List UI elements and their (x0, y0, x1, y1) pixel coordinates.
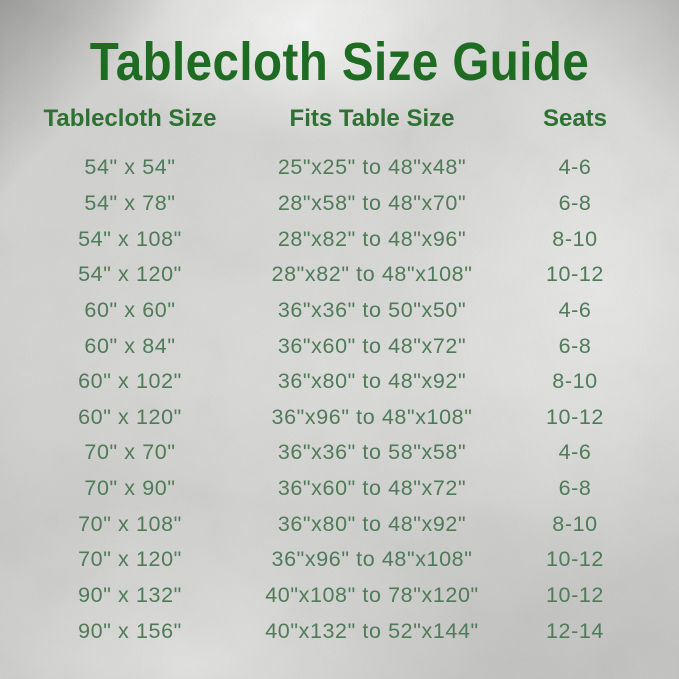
fits-table-size-cell: 28"x82" to 48"x108" (271, 262, 473, 287)
table-row: 60" x 120" 36"x96" to 48"x108" 10-12 (15, 399, 651, 435)
tablecloth-size-cell: 90" x 156" (78, 618, 182, 643)
column-header-fits-table-size: Fits Table Size (289, 105, 455, 132)
fits-table-size-cell: 28"x82" to 48"x96" (277, 226, 467, 251)
table-body: 54" x 54" 25"x25" to 48"x48" 4-6 54" x 7… (15, 150, 651, 649)
tablecloth-size-cell: 60" x 84" (84, 333, 176, 358)
tablecloth-size-cell: 70" x 108" (78, 511, 182, 536)
fits-table-size-cell: 36"x60" to 48"x72" (277, 476, 467, 501)
tablecloth-size-cell: 54" x 54" (84, 155, 176, 180)
seats-cell: 10-12 (546, 583, 604, 607)
table-row: 70" x 70" 36"x36" to 58"x58" 4-6 (15, 435, 651, 471)
fits-table-size-cell: 36"x36" to 50"x50" (277, 297, 467, 322)
column-header-tablecloth-size: Tablecloth Size (43, 105, 217, 132)
tablecloth-size-cell: 54" x 78" (84, 190, 176, 215)
seats-cell: 4-6 (558, 440, 592, 465)
table-row: 70" x 120" 36"x96" to 48"x108" 10-12 (15, 542, 651, 578)
table-row: 70" x 108" 36"x80" to 48"x92" 8-10 (15, 506, 651, 542)
seats-cell: 8-10 (552, 226, 598, 251)
fits-table-size-cell: 36"x36" to 58"x58" (277, 440, 467, 465)
seats-cell: 6-8 (558, 190, 592, 215)
tablecloth-size-cell: 60" x 60" (84, 297, 176, 322)
tablecloth-size-cell: 70" x 90" (84, 476, 176, 501)
seats-cell: 8-10 (552, 369, 598, 394)
seats-cell: 10-12 (546, 404, 604, 429)
seats-cell: 6-8 (558, 476, 592, 501)
table-row: 54" x 54" 25"x25" to 48"x48" 4-6 (15, 150, 651, 186)
seats-cell: 12-14 (546, 618, 604, 643)
fits-table-size-cell: 40"x132" to 52"x144" (265, 618, 479, 643)
fits-table-size-cell: 28"x58" to 48"x70" (277, 190, 467, 215)
tablecloth-size-cell: 60" x 120" (78, 404, 182, 429)
tablecloth-size-cell: 90" x 132" (78, 583, 182, 607)
table-row: 60" x 102" 36"x80" to 48"x92" 8-10 (15, 364, 651, 400)
seats-cell: 10-12 (546, 262, 604, 287)
table-row: 60" x 60" 36"x36" to 50"x50" 4-6 (15, 293, 651, 329)
fits-table-size-cell: 36"x80" to 48"x92" (277, 511, 467, 536)
fits-table-size-cell: 36"x96" to 48"x108" (271, 547, 473, 572)
page-title: Tablecloth Size Guide (89, 32, 590, 92)
fits-table-size-cell: 25"x25" to 48"x48" (277, 155, 467, 180)
table-row: 70" x 90" 36"x60" to 48"x72" 6-8 (15, 471, 651, 507)
fits-table-size-cell: 40"x108" to 78"x120" (265, 583, 479, 607)
tablecloth-size-cell: 70" x 120" (78, 547, 182, 572)
table-row: 90" x 156" 40"x132" to 52"x144" 12-14 (15, 613, 651, 649)
seats-cell: 10-12 (546, 547, 604, 572)
fits-table-size-cell: 36"x96" to 48"x108" (271, 404, 473, 429)
tablecloth-size-cell: 60" x 102" (78, 369, 182, 394)
table-row: 54" x 108" 28"x82" to 48"x96" 8-10 (15, 221, 651, 257)
tablecloth-size-cell: 54" x 120" (78, 262, 182, 287)
seats-cell: 4-6 (558, 155, 592, 180)
column-header-seats: Seats (542, 105, 608, 132)
table-row: 90" x 132" 40"x108" to 78"x120" 10-12 (15, 578, 651, 614)
table-header-row: Tablecloth Size Fits Table Size Seats (15, 105, 651, 133)
tablecloth-size-cell: 54" x 108" (78, 226, 182, 251)
table-row: 60" x 84" 36"x60" to 48"x72" 6-8 (15, 328, 651, 364)
tablecloth-size-cell: 70" x 70" (84, 440, 176, 465)
table-row: 54" x 120" 28"x82" to 48"x108" 10-12 (15, 257, 651, 293)
seats-cell: 6-8 (558, 333, 592, 358)
fits-table-size-cell: 36"x60" to 48"x72" (277, 333, 467, 358)
fits-table-size-cell: 36"x80" to 48"x92" (277, 369, 467, 394)
seats-cell: 4-6 (558, 297, 592, 322)
table-row: 54" x 78" 28"x58" to 48"x70" 6-8 (15, 186, 651, 222)
seats-cell: 8-10 (552, 511, 598, 536)
